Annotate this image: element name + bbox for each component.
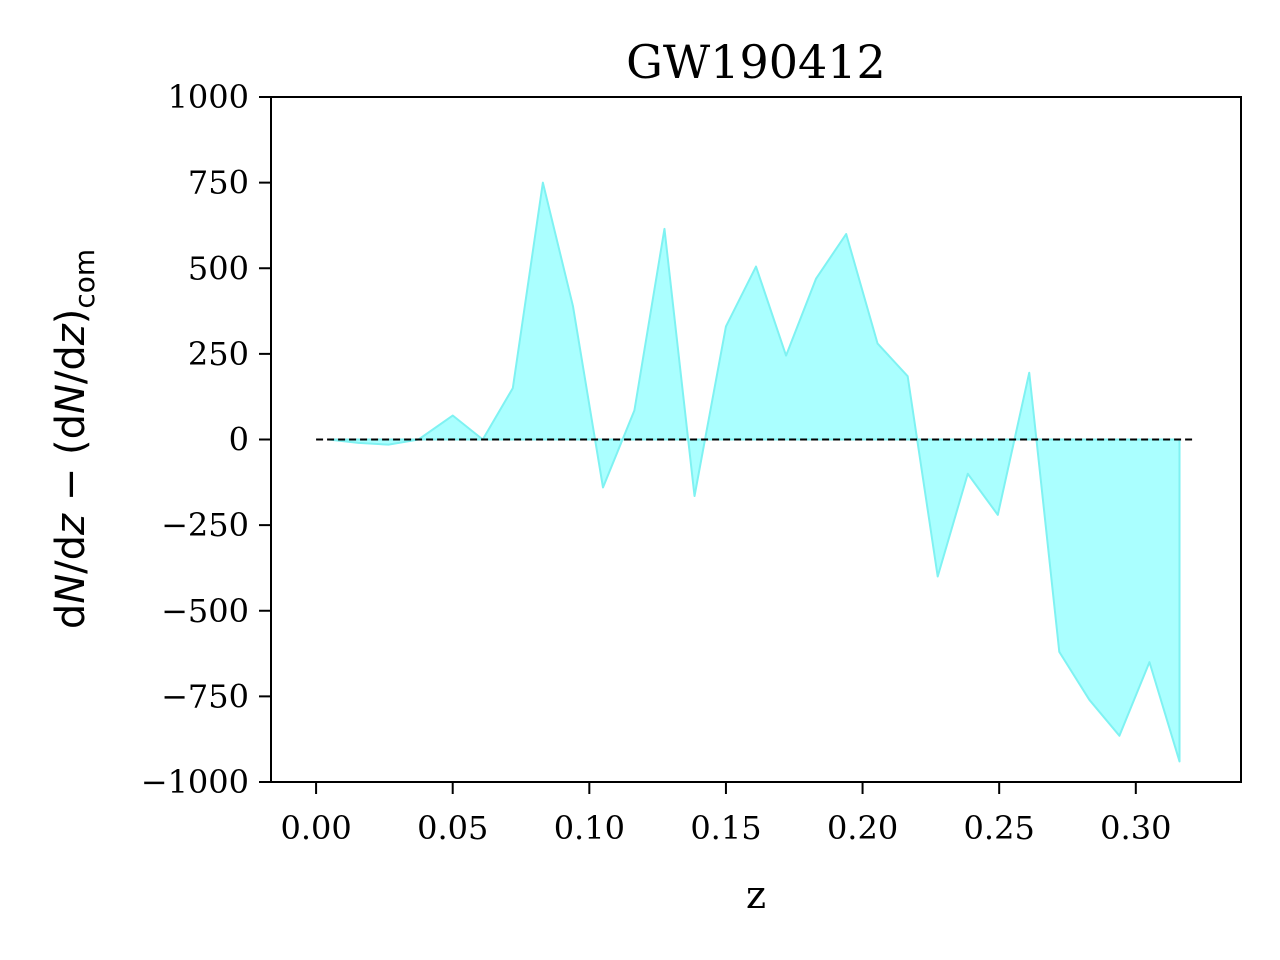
x-tick-label: 0.15 — [690, 809, 761, 847]
x-axis: 0.00 0.05 0.10 0.15 0.20 0.25 0.30 — [280, 782, 1171, 847]
plot-area — [316, 181, 1195, 763]
y-axis-label: dN/dz − (dN/dz)com — [48, 249, 101, 629]
x-tick-label: 0.30 — [1100, 809, 1171, 847]
y-tick-label: 750 — [188, 164, 249, 202]
y-tick-label: −500 — [161, 592, 249, 630]
y-tick-label: −750 — [161, 677, 249, 715]
y-tick-label: 500 — [188, 249, 249, 287]
x-tick-label: 0.00 — [280, 809, 351, 847]
y-tick-label: 1000 — [168, 78, 249, 116]
y-tick-label: 0 — [229, 421, 249, 459]
x-tick-label: 0.25 — [964, 809, 1035, 847]
y-tick-label: −250 — [161, 506, 249, 544]
x-tick-label: 0.05 — [417, 809, 488, 847]
area-fill-series-0 — [327, 181, 1181, 763]
y-tick-label: −1000 — [141, 763, 249, 801]
y-tick-label: 250 — [188, 335, 249, 373]
chart-title: GW190412 — [626, 35, 886, 89]
x-tick-label: 0.20 — [827, 809, 898, 847]
y-axis: 1000 750 500 250 0 −250 −500 −750 −1000 — [141, 78, 271, 801]
x-tick-label: 0.10 — [554, 809, 625, 847]
x-axis-label: z — [746, 873, 766, 917]
